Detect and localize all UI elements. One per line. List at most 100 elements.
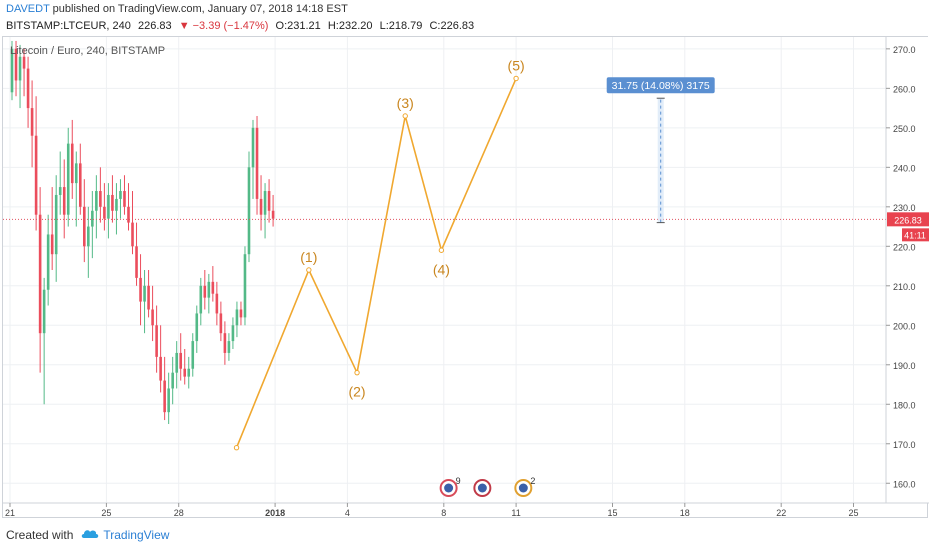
candle-body bbox=[203, 285, 207, 298]
candle-body bbox=[155, 325, 158, 357]
event-badge-core bbox=[444, 483, 454, 493]
x-tick-label: 11 bbox=[511, 508, 520, 518]
candle-body bbox=[195, 313, 199, 342]
candle-body bbox=[263, 191, 267, 215]
x-tick-label: 2018 bbox=[265, 508, 285, 518]
candle-body bbox=[207, 281, 211, 298]
event-badge-core bbox=[477, 483, 487, 493]
candle-body bbox=[251, 127, 255, 168]
countdown-label: 41:11 bbox=[904, 230, 926, 240]
candle-body bbox=[115, 198, 118, 211]
candle-body bbox=[187, 368, 191, 377]
candle-body bbox=[159, 356, 162, 381]
y-tick-label: 210.0 bbox=[893, 282, 916, 292]
candle-body bbox=[107, 194, 110, 219]
y-tick-label: 230.0 bbox=[893, 203, 916, 213]
wave-point bbox=[513, 75, 519, 82]
event-badge-count: 9 bbox=[456, 476, 461, 486]
candle-body bbox=[171, 372, 174, 389]
candle-body bbox=[30, 108, 34, 136]
measure-box bbox=[606, 77, 715, 94]
candle-body bbox=[66, 143, 70, 215]
candle-body bbox=[54, 194, 58, 255]
x-tick-label: 28 bbox=[174, 508, 184, 518]
symbol-line: BITSTAMP:LTCEUR, 240 226.83 ▼ −3.39 (−1.… bbox=[6, 20, 474, 32]
candle-body bbox=[147, 285, 150, 310]
open-value: O:231.21 bbox=[275, 20, 321, 32]
candle-body bbox=[211, 281, 215, 294]
measure-label: 31.75 (14.08%) 3175 bbox=[612, 80, 710, 92]
wave-point bbox=[306, 267, 312, 273]
x-tick-label: 21 bbox=[5, 508, 15, 518]
candle-body bbox=[259, 198, 263, 215]
candle-body bbox=[199, 285, 203, 314]
candle-body bbox=[183, 368, 187, 377]
candle-body bbox=[58, 187, 62, 195]
author-link[interactable]: DAVEDT bbox=[6, 3, 50, 15]
current-price-label: 226.83 bbox=[894, 215, 922, 225]
wave-point bbox=[233, 445, 240, 451]
symbol[interactable]: BITSTAMP:LTCEUR, 240 bbox=[6, 20, 131, 32]
y-tick-label: 260.0 bbox=[893, 84, 916, 94]
candle-body bbox=[91, 210, 94, 227]
y-tick-label: 170.0 bbox=[893, 440, 916, 450]
candle-body bbox=[167, 388, 170, 413]
x-tick-label: 25 bbox=[101, 508, 111, 518]
candle-body bbox=[127, 206, 130, 223]
x-tick-label: 8 bbox=[441, 508, 446, 518]
x-tick-label: 4 bbox=[345, 508, 350, 518]
published-text: published on TradingView.com, January 07… bbox=[52, 3, 348, 15]
y-tick-label: 220.0 bbox=[893, 242, 916, 252]
candle-body bbox=[95, 191, 98, 211]
candle-body bbox=[74, 163, 78, 184]
y-tick-label: 160.0 bbox=[893, 479, 916, 489]
candle-body bbox=[235, 309, 239, 326]
wave-label: (2) bbox=[348, 384, 365, 400]
wave-label: (1) bbox=[300, 249, 317, 265]
y-tick-label: 270.0 bbox=[893, 45, 916, 55]
price-chart[interactable]: (1) (2) (3) (4) (5) 31.75 (14.08%) 3175 9 2 160… bbox=[3, 37, 929, 519]
x-tick-label: 18 bbox=[680, 508, 690, 518]
candle-body bbox=[34, 135, 38, 215]
candle-body bbox=[62, 187, 66, 215]
candle-body bbox=[135, 246, 138, 278]
countdown-badge bbox=[902, 228, 929, 242]
candle-body bbox=[239, 309, 243, 318]
candle-body bbox=[255, 127, 259, 199]
y-tick-label: 200.0 bbox=[893, 321, 916, 331]
candle-body bbox=[99, 191, 102, 207]
candle-body bbox=[18, 56, 22, 81]
candle-body bbox=[111, 194, 114, 211]
publisher-line: DAVEDT published on TradingView.com, Jan… bbox=[6, 3, 348, 15]
y-tick-label: 190.0 bbox=[893, 361, 916, 371]
event-badge-count: 2 bbox=[530, 476, 535, 486]
price-change: ▼ −3.39 (−1.47%) bbox=[178, 20, 269, 32]
candle-body bbox=[103, 206, 106, 219]
candle-body bbox=[223, 333, 227, 353]
close-value: C:226.83 bbox=[429, 20, 475, 32]
candle-body bbox=[179, 352, 183, 369]
candle-body bbox=[191, 341, 195, 369]
wave-point bbox=[354, 369, 360, 376]
last-price: 226.83 bbox=[137, 20, 172, 32]
candle-body bbox=[22, 56, 26, 69]
candle-body bbox=[131, 222, 134, 247]
x-tick-label: 25 bbox=[848, 508, 858, 518]
wave-point bbox=[438, 247, 445, 253]
x-tick-label: 15 bbox=[607, 508, 617, 518]
candle-body bbox=[26, 68, 30, 109]
candle-body bbox=[50, 234, 54, 255]
candle-body bbox=[46, 234, 50, 290]
tradingview-logo-icon bbox=[81, 527, 99, 542]
y-tick-label: 180.0 bbox=[893, 400, 916, 410]
chart-frame[interactable]: (1) (2) (3) (4) (5) 31.75 (14.08%) 3175 9 2 160… bbox=[2, 36, 929, 519]
candle-body bbox=[70, 143, 74, 184]
candle-body bbox=[42, 289, 46, 334]
candle-body bbox=[243, 254, 247, 318]
created-with-text: Created with bbox=[6, 527, 74, 542]
candle-body bbox=[267, 191, 271, 211]
y-tick-label: 240.0 bbox=[893, 163, 916, 173]
low-value: L:218.79 bbox=[379, 20, 423, 32]
candle-body bbox=[139, 277, 142, 302]
tradingview-brand[interactable]: TradingView bbox=[103, 527, 170, 542]
